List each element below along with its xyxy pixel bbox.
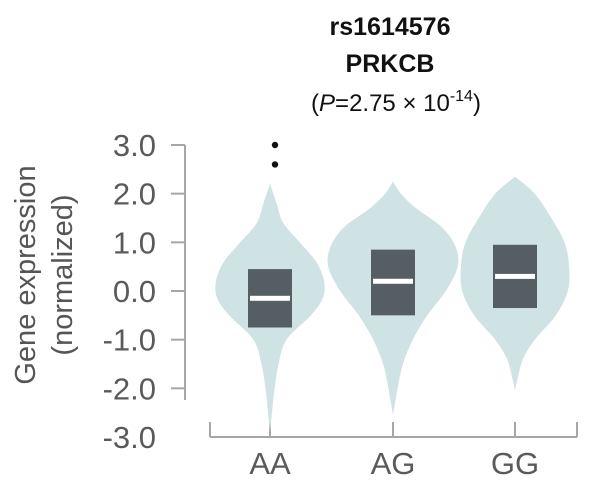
y-tick-label: -3.0 — [103, 420, 156, 455]
p-value-text: =2.75 × 10 — [335, 90, 450, 117]
y-axis: 3.0 2.0 1.0 0.0 -1.0 -2.0 -3.0 — [103, 128, 186, 455]
p-open: ( — [311, 90, 319, 117]
median-line-GG — [495, 273, 535, 279]
x-tick-label: GG — [491, 446, 539, 480]
title-p-value: (P=2.75 × 10-14) — [311, 88, 481, 117]
x-tick-label: AG — [371, 446, 416, 480]
y-tick-label: 0.0 — [113, 274, 156, 309]
y-axis-label-line2: (normalized) — [47, 194, 79, 355]
p-exponent: -14 — [450, 88, 473, 105]
median-line-AG — [373, 278, 413, 284]
title-gene: PRKCB — [346, 50, 435, 78]
p-symbol: P — [319, 90, 335, 117]
y-axis-label: Gene expression — [10, 165, 42, 384]
chart-title: rs1614576 PRKCB (P=2.75 × 10-14) — [311, 13, 481, 117]
y-tick-label: -2.0 — [103, 371, 156, 406]
y-tick-label: 3.0 — [113, 128, 156, 163]
x-axis: AA AG GG — [209, 422, 578, 480]
title-snp: rs1614576 — [330, 13, 451, 41]
p-close: ) — [473, 90, 481, 117]
y-tick-label: 2.0 — [113, 177, 156, 212]
x-tick-label: AA — [249, 446, 291, 480]
violin-plots — [215, 141, 570, 433]
y-tick-label: -1.0 — [103, 323, 156, 358]
outlier-point-AA — [271, 161, 279, 168]
y-tick-label: 1.0 — [113, 225, 156, 260]
median-line-AA — [250, 295, 290, 301]
outlier-point-AA — [271, 141, 279, 149]
